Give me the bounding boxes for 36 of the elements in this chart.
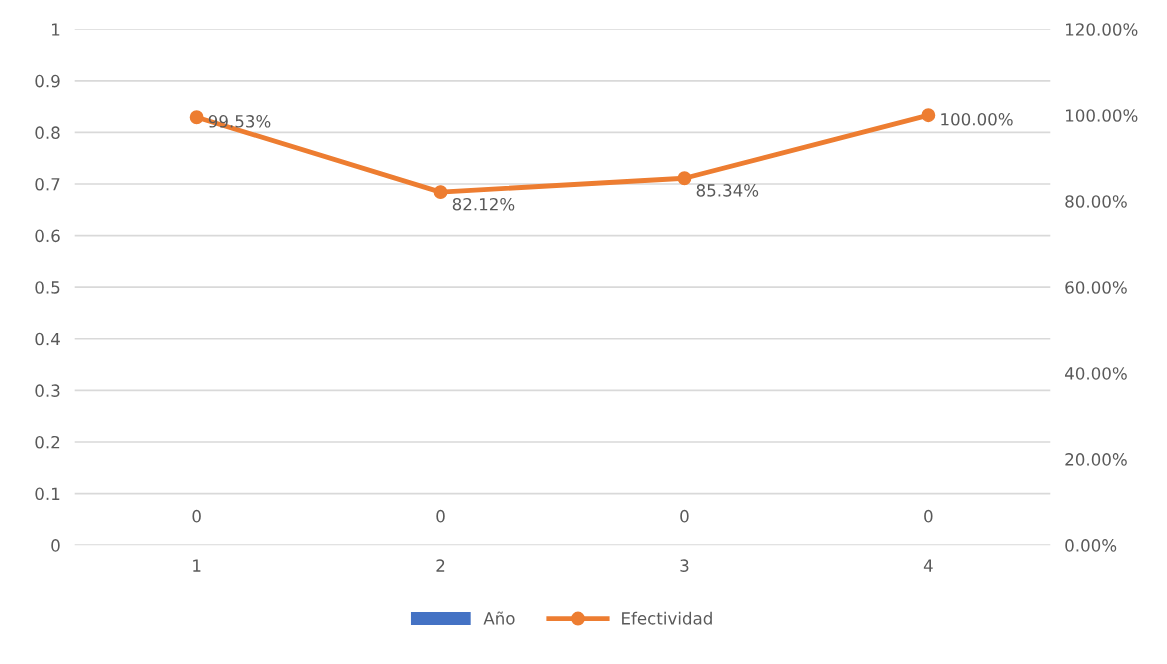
- y-tick-label: 0.3: [35, 384, 60, 397]
- x-tick-label: 4: [923, 559, 933, 572]
- legend-label: Año: [483, 611, 515, 625]
- x-tick-label: 3: [680, 559, 689, 572]
- y-tick-label: 0.4: [35, 332, 60, 346]
- y-tick-label: 0.1: [35, 487, 60, 501]
- y2-tick-label: 100.00%: [1066, 109, 1138, 122]
- y-tick-label: 0.5: [35, 281, 60, 294]
- point: [189, 110, 204, 125]
- y-tick-label: 0.9: [35, 74, 60, 88]
- point: [921, 108, 936, 123]
- y2-tick-label: 20.00%: [1065, 453, 1127, 466]
- point: [433, 185, 448, 200]
- x-tick-label: 2: [436, 559, 445, 572]
- y-tick-label: 0: [51, 539, 60, 552]
- data-label: 85.34%: [696, 184, 759, 197]
- data-label: 0: [436, 509, 445, 523]
- data-label: 100.00%: [941, 112, 1013, 126]
- data-label: 0: [680, 509, 689, 523]
- x-tick-label: 1: [193, 559, 201, 572]
- point: [677, 171, 692, 186]
- y2-tick-label: 40.00%: [1065, 367, 1127, 380]
- y-tick-label: 0.7: [35, 177, 60, 191]
- data-label: 82.12%: [452, 197, 515, 211]
- y-tick-label: 0.2: [35, 435, 60, 449]
- data-label: 0: [192, 509, 201, 523]
- y2-tick-label: 120.00%: [1066, 23, 1138, 36]
- y-tick-label: 0.8: [35, 126, 60, 139]
- data-label: 0: [924, 509, 933, 523]
- data-label: 99.53%: [208, 115, 271, 128]
- legend-label: Efectividad: [622, 611, 712, 625]
- y-tick-label: 0.6: [35, 229, 60, 243]
- y2-tick-label: 60.00%: [1065, 281, 1127, 294]
- y2-tick-label: 80.00%: [1065, 195, 1127, 208]
- y-tick-label: 1: [52, 23, 60, 36]
- y2-tick-label: 0.00%: [1065, 539, 1117, 552]
